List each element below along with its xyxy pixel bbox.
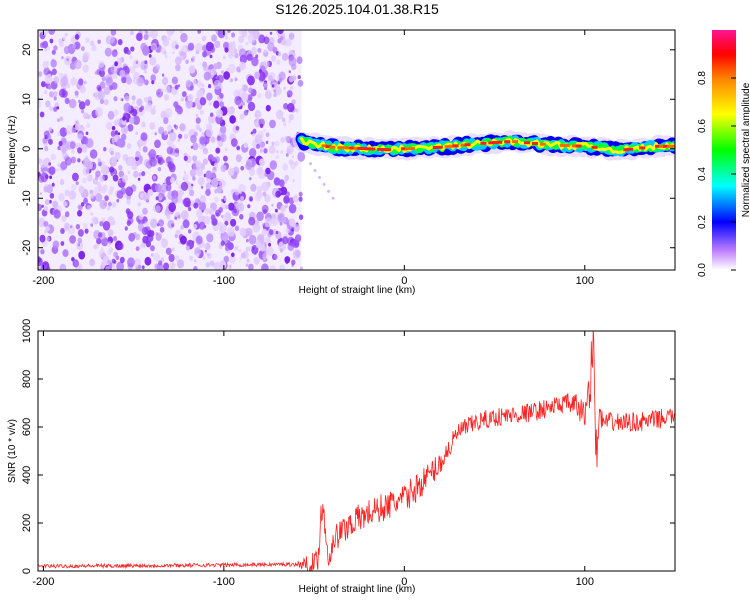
y-tick-label: 0	[21, 568, 33, 574]
x-tick: -200	[32, 331, 54, 588]
y-tick-label: 1000	[21, 319, 33, 343]
x-tick-label: -100	[213, 275, 235, 287]
spectrogram-x-label: Height of straight line (km)	[299, 285, 416, 296]
x-tick-label: 100	[576, 576, 594, 588]
x-tick: 100	[576, 30, 594, 287]
y-tick: -20	[21, 240, 675, 256]
noise-region	[38, 30, 306, 270]
y-tick-label: 200	[21, 514, 33, 532]
y-tick: 0	[21, 146, 675, 152]
x-tick: 100	[576, 331, 594, 588]
y-tick: 400	[21, 466, 675, 484]
colorbar-ticks: 0.0 0.2 0.4 0.6 0.8	[697, 71, 736, 277]
x-tick-label: 0	[401, 275, 407, 287]
snr-y-ticks: 0 200 400 600 800 1000	[21, 319, 675, 574]
y-tick: 800	[21, 370, 675, 388]
x-tick: -100	[213, 331, 235, 588]
colorbar-tick: 0.0	[697, 263, 736, 277]
spectrogram-x-ticks: -200 -100 0 100	[32, 30, 594, 287]
snr-y-label: SNR (10 * v/v)	[7, 419, 18, 483]
snr-frame	[37, 330, 676, 572]
x-tick: 0	[401, 331, 407, 588]
x-tick: -200	[32, 30, 54, 287]
colorbar-tick: 0.6	[697, 119, 736, 133]
y-tick-label: -20	[21, 240, 33, 256]
y-tick-label: -10	[21, 190, 33, 206]
y-tick: 600	[21, 418, 675, 436]
y-tick: 1000	[21, 319, 675, 343]
snr-x-ticks: -200 -100 0 100	[32, 331, 594, 588]
snr-x-label: Height of straight line (km)	[299, 584, 416, 595]
x-tick-label: 100	[576, 275, 594, 287]
colorbar-tick-label: 0.4	[697, 167, 708, 181]
colorbar-label: Normalized spectral amplitude	[741, 82, 750, 217]
y-tick-label: 600	[21, 418, 33, 436]
x-tick-label: -100	[213, 576, 235, 588]
colorbar-tick: 0.4	[697, 167, 736, 181]
spectrogram-y-label: Frequency (Hz)	[7, 116, 18, 185]
colorbar-tick: 0.2	[697, 215, 736, 229]
y-tick: 0	[21, 568, 675, 574]
y-tick-label: 800	[21, 370, 33, 388]
y-tick-label: 0	[21, 146, 33, 152]
carrier-band	[292, 130, 675, 161]
colorbar-tick: 0.8	[697, 71, 736, 85]
colorbar-tick-label: 0.0	[697, 263, 708, 277]
y-tick: 200	[21, 514, 675, 532]
snr-plot-area	[38, 331, 675, 571]
x-tick-label: -200	[32, 576, 54, 588]
colorbar-tick-label: 0.2	[697, 215, 708, 229]
x-tick: 0	[401, 30, 407, 287]
chart-title: S126.2025.104.01.38.R15	[275, 1, 439, 17]
colorbar-tick-label: 0.8	[697, 71, 708, 85]
spectrogram-y-ticks: -20 -10 0 10 20	[21, 44, 675, 256]
y-tick: 20	[21, 44, 675, 56]
snr-series-line	[38, 331, 675, 571]
x-tick-label: -200	[32, 275, 54, 287]
colorbar-gradient	[712, 30, 736, 270]
x-tick: -100	[213, 30, 235, 287]
y-tick-label: 400	[21, 466, 33, 484]
colorbar-tick-label: 0.6	[697, 119, 708, 133]
colorbar: 0.0 0.2 0.4 0.6 0.8 Normalized spectral ampl…	[697, 30, 750, 277]
snr-panel: -200 -100 0 100 0 200 400 600 800 1000 Height of…	[7, 319, 676, 595]
y-tick: 10	[21, 93, 675, 105]
x-tick-label: 0	[401, 576, 407, 588]
y-tick-label: 20	[21, 44, 33, 56]
y-tick-label: 10	[21, 93, 33, 105]
y-tick: -10	[21, 190, 675, 206]
spectrogram-frame	[37, 29, 676, 271]
spectrogram-plot-area	[38, 30, 675, 270]
